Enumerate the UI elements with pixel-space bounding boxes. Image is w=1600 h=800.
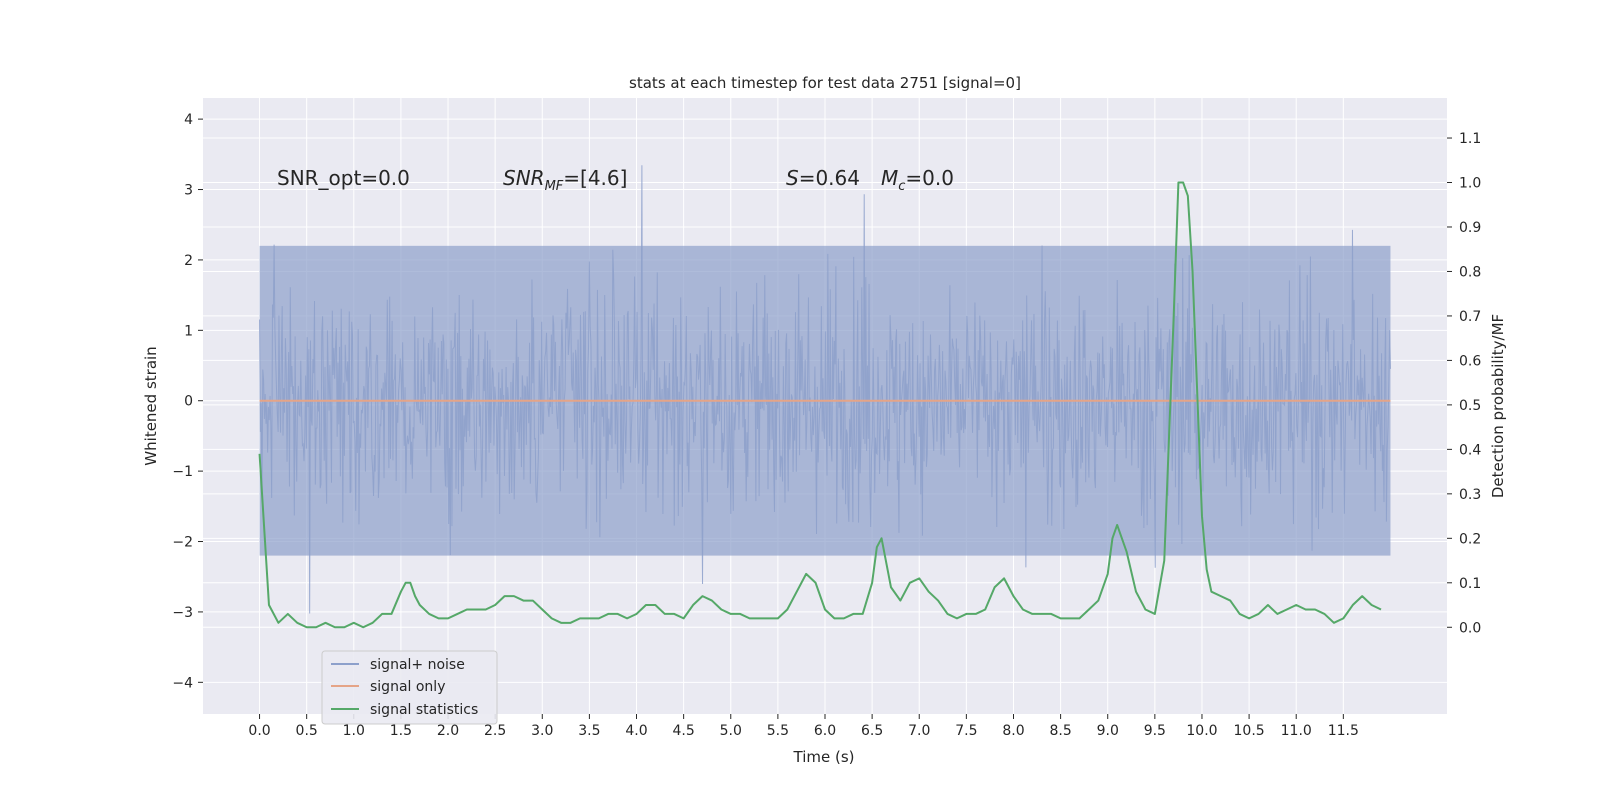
right-axis: 1.1 1.0 0.9 0.8 0.7 0.6 0.5 0.4 0.3 0.2 0.1 0.0: [1447, 131, 1481, 636]
y-right-tick-label: 0.8: [1459, 264, 1481, 280]
x-tick-label: 10.5: [1234, 723, 1265, 739]
y-right-tick-label: 1.1: [1459, 131, 1481, 147]
left-axis-label: Whitened strain: [142, 346, 160, 465]
x-tick-label: 4.5: [673, 723, 695, 739]
x-tick-label: 11.5: [1328, 723, 1359, 739]
x-tick-label: 8.0: [1002, 723, 1024, 739]
y-left-tick-label: 2: [184, 253, 193, 269]
y-left-tick-label: −4: [172, 675, 193, 691]
x-tick-label: 7.0: [908, 723, 930, 739]
x-tick-label: 1.0: [343, 723, 365, 739]
y-right-tick-label: 0.7: [1459, 309, 1481, 325]
x-axis-label: Time (s): [793, 748, 855, 766]
y-right-tick-label: 0.2: [1459, 531, 1481, 547]
y-left-tick-label: 4: [184, 112, 193, 128]
y-left-tick-label: −3: [172, 605, 193, 621]
y-right-tick-label: 0.1: [1459, 576, 1481, 592]
x-tick-label: 2.5: [484, 723, 506, 739]
legend-label-noise: signal+ noise: [370, 657, 465, 673]
signal-statistics-line: [258, 181, 1382, 629]
y-left-tick-label: 0: [184, 394, 193, 410]
annotation-stat: S=0.64: [786, 166, 860, 190]
x-tick-label: 3.5: [578, 723, 600, 739]
y-left-tick-label: 3: [184, 183, 193, 199]
right-axis-label: Detection probability/MF: [1489, 314, 1507, 498]
x-axis: 0.0 0.5 1.0 1.5 2.0 2.5 3.0 3.5 4.0 4.5 5.0 5.5 6.0 6…: [248, 714, 1359, 739]
y-left-tick-label: −2: [172, 535, 193, 551]
x-tick-label: 11.0: [1281, 723, 1312, 739]
legend-label-signal: signal only: [370, 679, 445, 695]
y-right-tick-label: 0.3: [1459, 487, 1481, 503]
y-right-tick-label: 0.0: [1459, 620, 1481, 636]
annotation-snr-mf: SNRMF=[4.6]: [503, 166, 627, 194]
x-tick-label: 0.5: [296, 723, 318, 739]
y-right-tick-label: 0.4: [1459, 442, 1481, 458]
y-right-tick-label: 1.0: [1459, 176, 1481, 192]
y-right-tick-label: 0.5: [1459, 398, 1481, 414]
x-tick-label: 2.0: [437, 723, 459, 739]
x-tick-label: 0.0: [248, 723, 270, 739]
y-right-tick-label: 0.9: [1459, 220, 1481, 236]
x-tick-label: 5.5: [767, 723, 789, 739]
legend-box: [321, 650, 498, 725]
x-tick-label: 5.0: [720, 723, 742, 739]
x-tick-label: 3.0: [531, 723, 553, 739]
x-tick-label: 10.0: [1186, 723, 1217, 739]
annotation-mc: Mc=0.0: [881, 166, 954, 194]
chart-title: stats at each timestep for test data 275…: [629, 74, 1021, 92]
x-tick-label: 9.0: [1097, 723, 1119, 739]
left-axis: 4 3 2 1 0 −1 −2 −3 −4: [172, 112, 203, 691]
y-left-tick-label: −1: [172, 464, 193, 480]
y-left-tick-label: 1: [184, 323, 193, 339]
x-tick-label: 8.5: [1049, 723, 1071, 739]
x-tick-label: 1.5: [390, 723, 412, 739]
annotation-snr-opt: SNR_opt=0.0: [277, 166, 410, 190]
legend-label-stats: signal statistics: [370, 702, 478, 718]
x-tick-label: 7.5: [955, 723, 977, 739]
x-tick-label: 6.0: [814, 723, 836, 739]
x-tick-label: 6.5: [861, 723, 883, 739]
y-right-tick-label: 0.6: [1459, 353, 1481, 369]
x-tick-label: 9.5: [1144, 723, 1166, 739]
signal-statistics-series: [258, 181, 1382, 629]
legend: signal+ noise signal only signal statist…: [321, 650, 498, 725]
x-tick-label: 4.0: [625, 723, 647, 739]
